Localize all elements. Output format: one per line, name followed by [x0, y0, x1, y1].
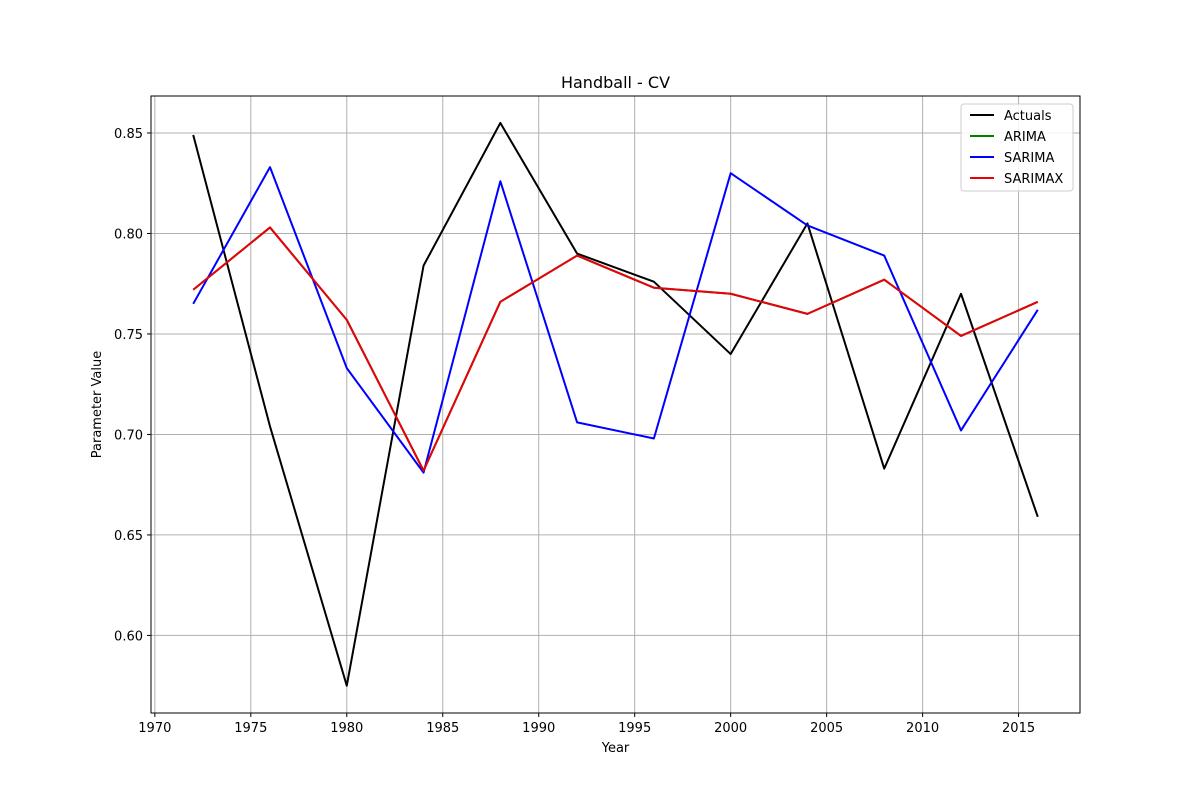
x-tick-label: 1980 [330, 721, 363, 736]
legend-label-sarima: SARIMA [1004, 151, 1054, 166]
y-tick-label: 0.70 [114, 428, 143, 443]
x-axis-label: Year [601, 741, 630, 756]
x-tick-label: 1975 [234, 721, 267, 736]
series-line-sarima [192, 166, 1039, 474]
ticks: 1970 1975 1980 1985 1990 1995 2000 2005 2010 2015… [114, 127, 1035, 736]
y-tick-label: 0.60 [114, 629, 143, 644]
y-tick-label: 0.75 [114, 328, 143, 343]
y-tick-label: 0.85 [114, 127, 143, 142]
x-tick-label: 1990 [522, 721, 555, 736]
legend-label-arima: ARIMA [1004, 130, 1046, 145]
x-tick-label: 2010 [906, 721, 939, 736]
x-tick-label: 2000 [714, 721, 747, 736]
x-tick-label: 2005 [810, 721, 843, 736]
series-line-sarimax [192, 226, 1039, 472]
x-tick-label: 2015 [1002, 721, 1035, 736]
grid [151, 96, 1080, 713]
series-line-actuals [192, 121, 1039, 687]
plot-frame [150, 95, 1081, 714]
legend-label-sarimax: SARIMAX [1004, 172, 1063, 187]
legend-box [960, 103, 1074, 192]
legend: Actuals ARIMA SARIMA SARIMAX [960, 103, 1074, 192]
y-axis-label: Parameter Value [90, 351, 105, 458]
series-layer [192, 121, 1039, 687]
y-tick-label: 0.80 [114, 227, 143, 242]
y-tick-label: 0.65 [114, 529, 143, 544]
legend-label-actuals: Actuals [1004, 109, 1052, 124]
x-tick-label: 1970 [138, 721, 171, 736]
x-tick-label: 1985 [426, 721, 459, 736]
chart-title: Handball - CV [561, 73, 670, 92]
x-tick-label: 1995 [618, 721, 651, 736]
